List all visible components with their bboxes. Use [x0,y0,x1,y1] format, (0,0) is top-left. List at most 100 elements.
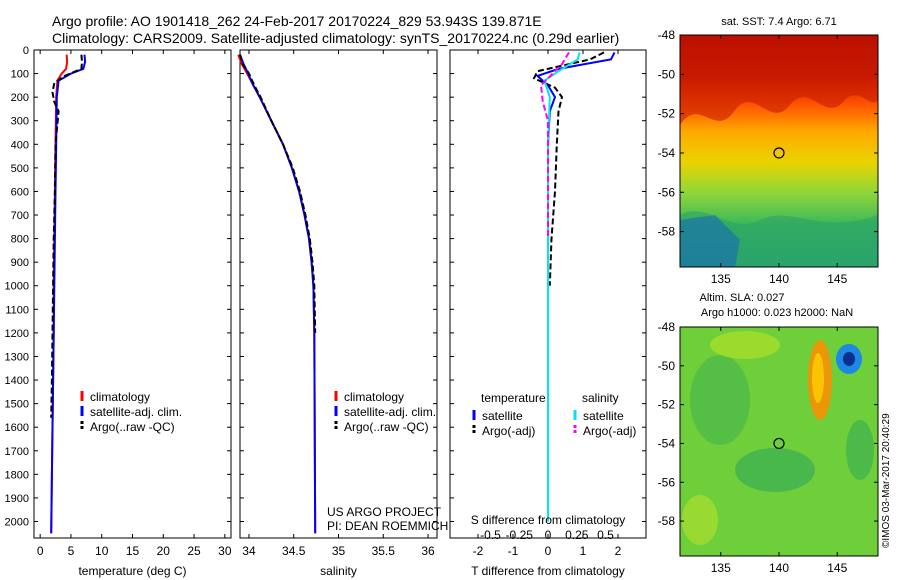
s-tick-label: -0.25 [506,528,534,542]
y-tick-label: 1400 [5,375,29,387]
map-y-tick-label: -56 [658,475,676,489]
series-line-2 [239,54,317,333]
difference-panel: -2 -1 0 1 2 T difference from climatology temp… [449,49,647,578]
sla-map: Altim. SLA: 0.027 Argo h1000: 0.023 h200… [658,292,879,575]
x-tick-label: 30 [218,544,232,558]
legend-title-salinity: salinity [582,391,619,405]
sla-map-title: Altim. SLA: 0.027 [700,292,785,304]
legend-label: satellite-adj. clim. [344,405,436,419]
y-tick-label: 1700 [5,446,29,458]
legend-label: satellite [583,409,624,423]
y-tick-label: 600 [11,186,29,198]
x-tick-label: 15 [126,544,140,558]
map-y-tick-label: -54 [658,436,676,450]
y-tick-label: 1300 [5,351,29,363]
map-y-tick-label: -58 [658,225,676,239]
header-line-2: Climatology: CARS2009. Satellite-adjuste… [52,30,619,46]
legend-label: Argo(-adj) [583,424,636,438]
map-x-tick-label: 135 [711,561,731,575]
x-tick-label: 36 [421,544,435,558]
pi-annotation: PI: DEAN ROEMMICH [327,519,448,533]
x-tick-label: 25 [187,544,201,558]
plot-frame [33,49,232,539]
y-tick-label: 1100 [5,304,29,316]
s-tick-label: 0 [545,528,552,542]
map-y-tick-label: -58 [658,514,676,528]
series-line-2 [50,54,84,418]
x-tick-label: 34.5 [282,544,306,558]
series-line-1 [532,51,605,286]
x-tick-label: -2 [473,544,484,558]
map-y-tick-label: -48 [658,28,676,42]
legend-label: climatology [344,390,404,404]
sla-cold-core [843,352,855,366]
legend-label: satellite [482,409,523,423]
sla-low-2 [735,448,815,492]
x-tick-label: 35.5 [372,544,396,558]
imos-timestamp: ©IMOS 03-Mar-2017 20:40:29 [881,413,892,548]
y-tick-label: 100 [11,69,29,81]
series-line-2 [543,52,581,522]
legend-title-temperature: temperature [481,391,546,405]
map-y-tick-label: -56 [658,185,676,199]
s-difference-label: S difference from climatology [471,513,626,527]
series-line-3 [539,51,570,239]
sla-map-subtitle: Argo h1000: 0.023 h2000: NaN [701,307,853,319]
map-y-tick-label: -52 [658,107,676,121]
project-annotation: US ARGO PROJECT [327,505,442,519]
x-tick-label: 1 [580,544,587,558]
x-tick-label: 0 [37,544,44,558]
x-tick-label: 2 [615,544,622,558]
sst-map-title: sat. SST: 7.4 Argo: 6.71 [721,16,837,28]
temperature-panel: 0 5 10 15 20 25 300100200300400500600700800900… [5,45,232,578]
sla-high-2 [682,495,718,545]
y-tick-label: 1500 [5,399,29,411]
y-tick-label: 0 [23,45,29,57]
map-x-tick-label: 135 [711,272,731,286]
sst-map: sat. SST: 7.4 Argo: 6.71 135 140 145 -48 -50… [658,16,879,286]
plot-frame [239,49,438,539]
y-tick-label: 1800 [5,469,29,481]
legend-label: satellite-adj. clim. [90,405,182,419]
y-tick-label: 200 [11,92,29,104]
x-tick-label: 34 [242,544,256,558]
y-tick-label: 700 [11,210,29,222]
sla-axes: 135 140 145 -48 -50 -52 -54 -56 -58 [658,320,878,575]
salinity-panel: 34 34.5 35 35.5 36 salinity climatologysatelli… [237,49,448,578]
y-tick-label: 400 [11,139,29,151]
y-tick-label: 1900 [5,493,29,505]
x-tick-label: 0 [545,544,552,558]
x-tick-label: 20 [157,544,171,558]
map-y-tick-label: -50 [658,359,676,373]
y-tick-label: 2000 [5,516,29,528]
header-line-1: Argo profile: AO 1901418_262 24-Feb-2017… [52,13,542,29]
sla-warm-core [812,353,824,403]
legend-label: climatology [90,390,150,404]
y-tick-label: 800 [11,234,29,246]
map-x-tick-label: 145 [827,272,847,286]
sst-deep-cold [680,215,740,267]
s-tick-label: 0.25 [565,528,589,542]
map-y-tick-label: -54 [658,146,676,160]
legend-label: Argo(..raw -QC) [90,420,175,434]
x-tick-label: 35 [332,544,346,558]
x-tick-label: 10 [95,544,109,558]
map-y-tick-label: -50 [658,67,676,81]
map-x-tick-label: 140 [769,561,789,575]
y-tick-label: 1200 [5,328,29,340]
argo-location-marker [773,147,785,159]
y-tick-label: 1600 [5,422,29,434]
sst-warm-front [680,35,878,125]
map-x-tick-label: 145 [827,561,847,575]
sla-low-3 [846,420,874,480]
sla-low-1 [690,355,750,445]
sla-high-1 [710,331,780,359]
y-tick-label: 1000 [5,281,29,293]
legend-label: Argo(-adj) [482,424,535,438]
x-axis-label: temperature (deg C) [78,564,186,578]
x-axis-label: T difference from climatology [471,564,625,578]
map-x-tick-label: 140 [769,272,789,286]
y-tick-label: 900 [11,257,29,269]
legend-label: Argo(..raw -QC) [344,420,429,434]
